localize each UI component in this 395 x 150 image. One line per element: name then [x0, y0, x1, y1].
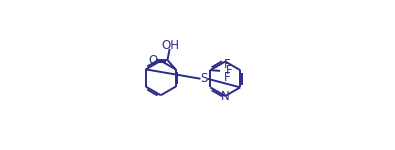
Text: O: O [149, 54, 158, 67]
Text: F: F [226, 64, 233, 77]
Text: OH: OH [162, 39, 179, 52]
Text: N: N [221, 90, 229, 103]
Text: F: F [224, 58, 231, 71]
Text: F: F [224, 71, 231, 84]
Text: S: S [201, 72, 208, 85]
